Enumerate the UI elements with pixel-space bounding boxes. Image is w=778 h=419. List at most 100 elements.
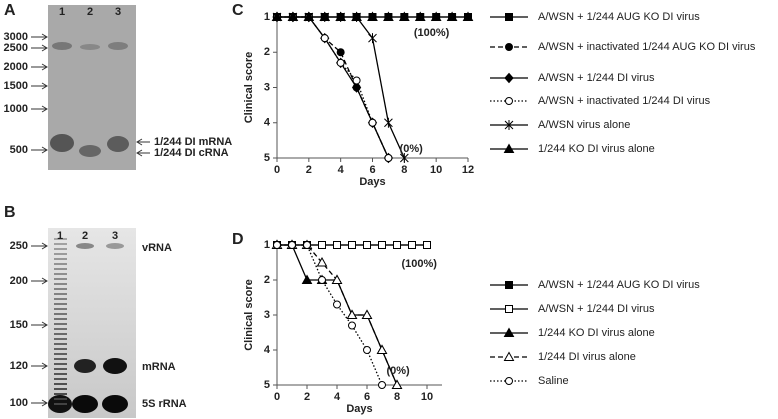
size-label: 500 — [10, 144, 28, 156]
marker — [505, 13, 513, 21]
marker-shape — [363, 241, 371, 249]
ladder-band — [54, 343, 67, 345]
band-label: 5S rRNA — [142, 398, 187, 410]
ladder-band — [54, 313, 67, 315]
annotation: (100%) — [414, 27, 450, 39]
legend-label: A/WSN + 1/244 DI virus — [538, 303, 655, 315]
legend-label: A/WSN + inactivated 1/244 AUG KO DI viru… — [538, 41, 756, 53]
y-tick-label: 4 — [264, 344, 271, 356]
marker — [378, 241, 386, 249]
ladder-band — [54, 363, 67, 365]
marker — [348, 321, 356, 330]
y-tick-label: 3 — [264, 309, 270, 321]
marker-shape — [505, 305, 513, 313]
marker-shape — [333, 241, 341, 249]
marker — [505, 377, 513, 385]
marker — [505, 43, 513, 51]
x-tick-label: 6 — [369, 164, 375, 176]
x-axis-label: Days — [359, 176, 385, 188]
marker — [504, 72, 514, 84]
x-tick-label: 2 — [306, 164, 312, 176]
panel-letter: D — [232, 231, 244, 248]
marker-shape — [331, 274, 343, 284]
marker-shape — [462, 11, 474, 21]
marker-shape — [348, 241, 356, 249]
arrow-head — [41, 33, 48, 41]
band-label: mRNA — [142, 361, 176, 373]
marker — [288, 241, 296, 249]
legend-label: 1/244 KO DI virus alone — [538, 327, 655, 339]
ladder-band — [54, 323, 67, 325]
band-label: 1/244 DI mRNA — [154, 136, 232, 148]
ladder-band — [54, 388, 67, 390]
marker — [303, 11, 315, 21]
ladder-band — [54, 253, 67, 255]
size-label: 250 — [10, 240, 28, 252]
ladder-band — [54, 328, 67, 330]
legend-label: A/WSN virus alone — [538, 119, 630, 131]
y-tick-label: 1 — [264, 11, 270, 23]
marker — [361, 309, 373, 319]
marker — [503, 143, 515, 153]
ladder-band — [54, 373, 67, 375]
legend-label: A/WSN + 1/244 DI virus — [538, 72, 655, 84]
marker — [398, 11, 410, 21]
marker-shape — [351, 11, 362, 21]
marker-shape — [505, 13, 513, 21]
ladder-band — [54, 278, 67, 280]
marker — [316, 256, 328, 267]
y-axis-label: Clinical score — [243, 52, 255, 124]
ladder-band — [54, 398, 67, 400]
marker-shape — [316, 256, 328, 267]
arrow-head — [41, 242, 48, 250]
ladder-band — [54, 273, 67, 275]
ladder-band — [54, 383, 67, 385]
y-tick-label: 2 — [264, 274, 270, 286]
marker-shape — [368, 118, 377, 127]
marker-shape — [273, 241, 281, 249]
arrow-head — [41, 63, 48, 71]
marker — [331, 274, 343, 284]
marker — [351, 11, 362, 21]
marker — [303, 241, 311, 249]
marker-shape — [320, 34, 329, 43]
marker-shape — [383, 11, 394, 21]
marker — [384, 154, 393, 162]
marker — [505, 97, 513, 105]
marker — [423, 241, 431, 249]
marker-shape — [287, 11, 299, 21]
x-tick-label: 0 — [274, 164, 280, 176]
marker-shape — [346, 309, 358, 319]
lane-label: 1 — [59, 6, 65, 18]
size-label: 3000 — [4, 31, 28, 43]
marker — [378, 381, 386, 389]
panel-letter: C — [232, 2, 244, 19]
marker-shape — [271, 11, 283, 21]
marker — [376, 344, 388, 354]
marker — [430, 11, 442, 21]
ladder-band — [54, 283, 67, 285]
ladder-band — [54, 353, 67, 355]
marker — [462, 11, 474, 21]
x-tick-label: 4 — [338, 164, 345, 176]
marker-shape — [319, 11, 331, 21]
marker-shape — [414, 11, 426, 21]
marker — [287, 11, 299, 21]
marker-shape — [408, 241, 416, 249]
ladder-band — [54, 298, 67, 300]
marker — [318, 241, 326, 249]
series-line — [277, 16, 405, 159]
y-tick-label: 1 — [264, 239, 270, 251]
marker-shape — [336, 48, 345, 57]
marker — [391, 379, 403, 389]
marker — [346, 309, 358, 319]
marker — [336, 58, 345, 67]
size-label: 2500 — [4, 42, 28, 54]
marker — [333, 300, 341, 309]
y-axis-label: Clinical score — [243, 279, 255, 351]
panel-letter: A — [4, 2, 16, 19]
y-tick-label: 3 — [264, 81, 270, 93]
ladder-band — [54, 393, 67, 395]
lane-label: 3 — [115, 6, 121, 18]
